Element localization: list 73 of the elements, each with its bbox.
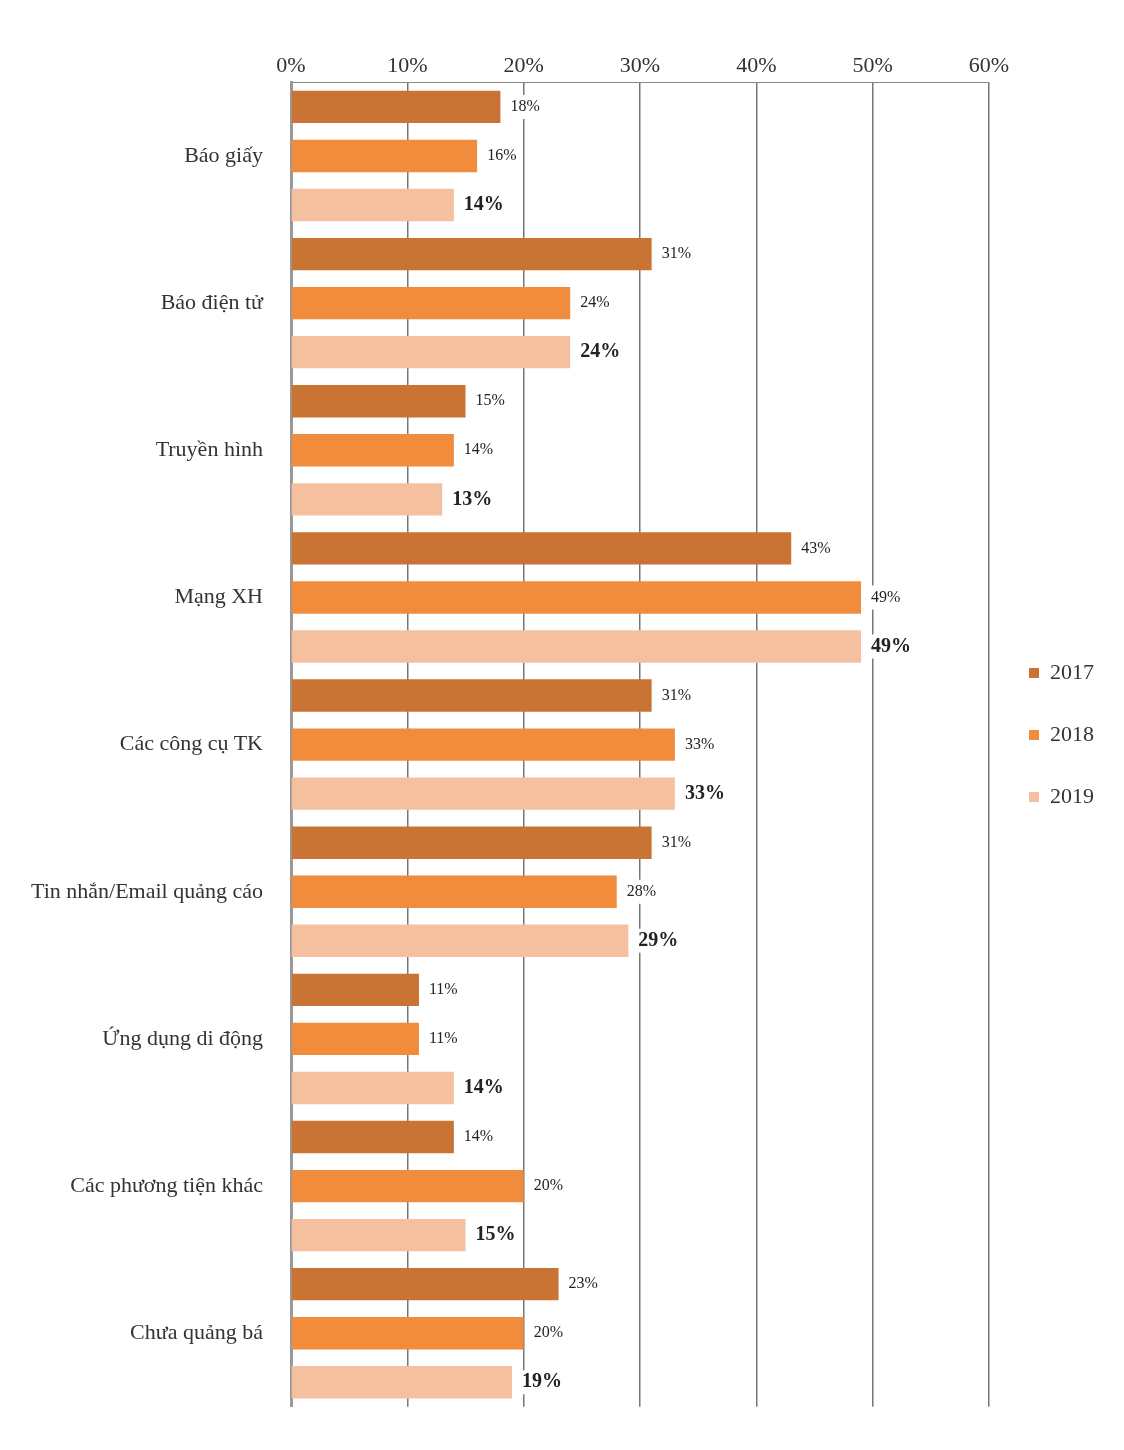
x-tick-label: 40%	[736, 51, 777, 77]
data-label: 14%	[463, 192, 504, 215]
x-tick-label: 20%	[503, 51, 544, 77]
data-label: 13%	[452, 486, 493, 509]
data-label: 19%	[522, 1369, 563, 1392]
data-label: 11%	[428, 980, 458, 998]
data-label: 15%	[475, 391, 505, 409]
bar	[291, 385, 466, 418]
data-label: 20%	[533, 1176, 563, 1194]
data-label: 23%	[568, 1274, 598, 1292]
data-label: 49%	[871, 633, 912, 656]
data-label: 16%	[487, 146, 517, 164]
y-tick-label: Chưa quảng bá	[130, 1319, 264, 1344]
y-tick-label: Mạng XH	[174, 583, 264, 609]
y-tick-label: Các phương tiện khác	[70, 1171, 264, 1197]
bar	[291, 1120, 454, 1154]
bar	[291, 237, 652, 271]
bar	[291, 1267, 559, 1301]
y-tick-label: Ứng dụng di động	[102, 1024, 263, 1050]
y-tick-label: Báo giấy	[184, 141, 263, 167]
bar	[291, 188, 454, 222]
bar	[291, 973, 419, 1007]
bar	[291, 90, 501, 124]
bar	[291, 286, 571, 320]
bar	[291, 924, 629, 957]
data-label: 15%	[475, 1222, 516, 1245]
bar	[291, 336, 571, 369]
data-label: 43%	[801, 538, 831, 556]
data-label: 11%	[428, 1029, 458, 1047]
bar	[291, 1317, 524, 1350]
data-label: 31%	[661, 685, 691, 703]
data-label: 18%	[510, 97, 540, 115]
data-label: 49%	[871, 587, 901, 605]
y-tick-label: Tin nhắn/Email quảng cáo	[31, 877, 263, 903]
data-label: 31%	[661, 244, 691, 262]
data-label: 20%	[533, 1323, 563, 1341]
bar	[291, 532, 792, 565]
bar	[291, 679, 652, 712]
x-tick-label: 30%	[619, 51, 661, 77]
bar	[291, 434, 454, 467]
data-label: 14%	[463, 1075, 504, 1098]
x-tick-label: 50%	[852, 51, 893, 77]
legend-label: 2018	[1050, 720, 1094, 746]
data-label: 14%	[463, 1127, 494, 1145]
legend-label: 2017	[1050, 658, 1094, 684]
bar	[291, 483, 443, 516]
bar	[291, 728, 675, 761]
x-tick-label: 0%	[276, 51, 306, 77]
bar	[291, 875, 617, 908]
bar	[291, 581, 862, 614]
y-tick-label: Truyền hình	[155, 436, 263, 462]
data-label: 14%	[463, 440, 494, 458]
y-tick-label: Các công cụ TK	[119, 730, 264, 756]
data-label: 33%	[684, 734, 715, 752]
bar	[291, 777, 675, 810]
data-label: 33%	[684, 780, 725, 803]
x-tick-label: 60%	[968, 51, 1010, 77]
bar	[291, 630, 862, 663]
bar	[291, 1218, 466, 1252]
bar	[291, 1366, 513, 1399]
data-label: 28%	[626, 881, 657, 899]
bar	[291, 1022, 419, 1056]
bar	[291, 826, 652, 859]
data-label: 29%	[638, 927, 679, 950]
data-label: 24%	[580, 339, 621, 362]
legend-label: 2019	[1050, 782, 1094, 808]
bar	[291, 139, 478, 173]
data-label: 31%	[661, 832, 691, 850]
bar	[291, 1169, 524, 1203]
y-tick-label: Báo điện tử	[160, 288, 265, 314]
x-tick-label: 10%	[387, 51, 428, 77]
bar	[291, 1071, 454, 1105]
data-label: 24%	[580, 293, 610, 311]
